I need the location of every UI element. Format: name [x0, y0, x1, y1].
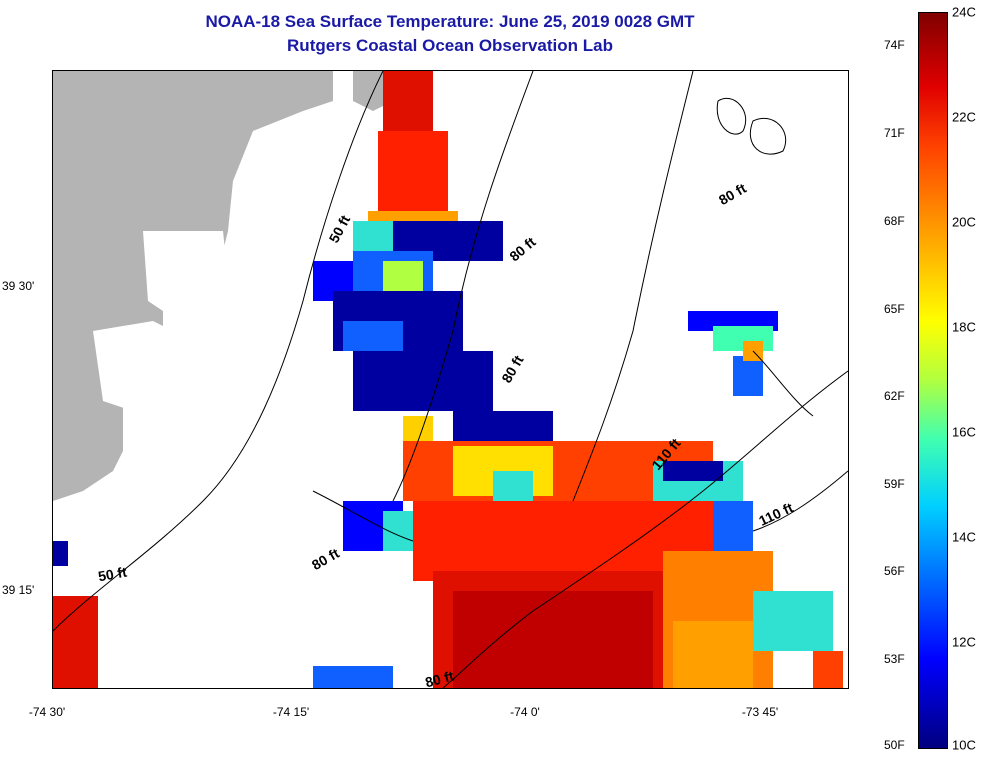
inlet [143, 231, 228, 311]
map-title: NOAA-18 Sea Surface Temperature: June 25… [205, 12, 695, 31]
x-tick-label: -74 0' [510, 705, 540, 719]
sst-map-canvas [53, 71, 848, 688]
colorbar-f-label: 53F [884, 652, 905, 666]
color-scale-bar [918, 12, 948, 749]
colorbar-f-label: 68F [884, 214, 905, 228]
colorbar-f-label: 74F [884, 38, 905, 52]
bathymetry-contours [53, 71, 848, 688]
colorbar-c-label: 12C [952, 634, 976, 650]
colorbar-c-label: 10C [952, 737, 976, 753]
x-tick-label: -74 15' [272, 705, 310, 719]
y-tick-label: 39 15' [2, 583, 35, 597]
sst-cells-south [53, 411, 843, 688]
inlet [93, 321, 183, 411]
colorbar-f-label: 56F [884, 564, 905, 578]
colorbar-f-label: 65F [884, 302, 905, 316]
colorbar-f-label: 71F [884, 126, 905, 140]
colorbar-c-label: 22C [952, 109, 976, 125]
x-tick-label: -74 30' [28, 705, 66, 719]
colorbar-f-label: 50F [884, 738, 905, 752]
sst-cells-east [688, 311, 778, 396]
colorbar-f-label: 62F [884, 389, 905, 403]
map-subtitle: Rutgers Coastal Ocean Observation Lab [287, 36, 613, 55]
colorbar-c-label: 18C [952, 319, 976, 335]
y-tick-label: 39 30' [2, 279, 35, 293]
sst-cells-north [313, 71, 503, 411]
sst-map: 50 ft 80 ft 80 ft 80 ft 110 ft 110 ft 80… [52, 70, 849, 689]
colorbar-c-label: 14C [952, 529, 976, 545]
colorbar-c-label: 24C [952, 4, 976, 20]
colorbar-c-label: 20C [952, 214, 976, 230]
x-tick-label: -73 45' [741, 705, 779, 719]
colorbar-f-label: 59F [884, 477, 905, 491]
colorbar-c-label: 16C [952, 424, 976, 440]
